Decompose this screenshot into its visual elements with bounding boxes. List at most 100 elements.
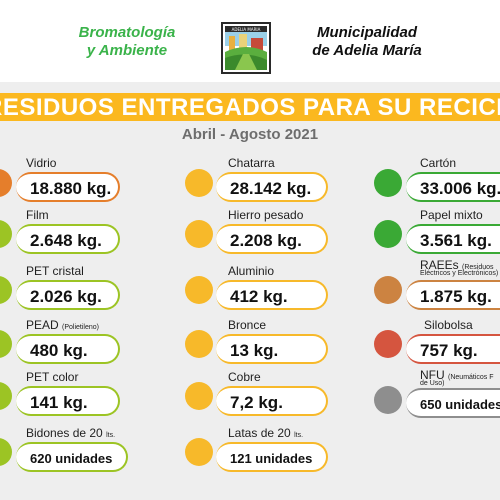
item-label-note: lts. xyxy=(106,432,116,439)
item-label: PET color xyxy=(26,370,79,384)
value-pill: 412 kg. xyxy=(216,280,328,310)
item-value: 2.208 kg. xyxy=(230,231,302,250)
yellow-bullet-icon xyxy=(185,382,213,410)
list-item: Chatarra 28.142 kg. xyxy=(180,148,340,208)
department-name: Bromatología y Ambiente xyxy=(52,24,202,60)
item-label-text: Latas de 20 xyxy=(228,426,291,440)
department-line-2: y Ambiente xyxy=(86,42,168,59)
value-pill: 2.208 kg. xyxy=(216,224,328,254)
red-bullet-icon xyxy=(374,330,402,358)
green-bullet-icon xyxy=(374,169,402,197)
item-label: Film xyxy=(26,208,49,222)
lime-bullet-icon xyxy=(0,382,12,410)
value-pill: 480 kg. xyxy=(16,334,120,364)
item-label: Silobolsa xyxy=(424,318,473,332)
item-value: 2.026 kg. xyxy=(30,287,102,306)
green-bullet-icon xyxy=(374,220,402,248)
item-label-text: Bidones de 20 xyxy=(26,426,103,440)
brown-bullet-icon xyxy=(374,276,402,304)
value-pill: 141 kg. xyxy=(16,386,120,416)
value-pill: 28.142 kg. xyxy=(216,172,328,202)
item-label-note: lts. xyxy=(294,432,304,439)
title-banner: RESIDUOS ENTREGADOS PARA SU RECICLAJE xyxy=(0,93,500,121)
list-item: Aluminio 412 kg. xyxy=(180,256,340,316)
list-item: Film 2.648 kg. xyxy=(0,200,160,260)
item-value: 1.875 kg. xyxy=(420,287,492,306)
value-pill: 18.880 kg. xyxy=(16,172,120,202)
lime-bullet-icon xyxy=(0,330,12,358)
list-item: NFU (Neumáticos F de Uso) 650 unidades xyxy=(370,362,500,426)
item-label: Aluminio xyxy=(228,264,275,278)
item-label: Bidones de 20 lts. xyxy=(26,426,115,440)
item-value: 28.142 kg. xyxy=(230,179,312,198)
item-label: Papel mixto xyxy=(420,208,483,222)
item-label-text: RAEEs xyxy=(420,258,459,272)
item-label: Bronce xyxy=(228,318,267,332)
yellow-bullet-icon xyxy=(185,438,213,466)
item-value: 13 kg. xyxy=(230,341,279,360)
yellow-bullet-icon xyxy=(185,169,213,197)
list-item: Cobre 7,2 kg. xyxy=(180,362,340,422)
list-item: PET cristal 2.026 kg. xyxy=(0,256,160,316)
item-value: 2.648 kg. xyxy=(30,231,102,250)
list-item: Cartón 33.006 kg. xyxy=(370,148,500,208)
item-label-text: NFU xyxy=(420,368,445,382)
item-value: 480 kg. xyxy=(30,341,88,360)
value-pill: 121 unidades xyxy=(216,442,328,472)
value-pill: 7,2 kg. xyxy=(216,386,328,416)
list-item: PET color 141 kg. xyxy=(0,362,160,422)
value-pill: 757 kg. xyxy=(406,334,500,364)
list-item: Latas de 20 lts. 121 unidades xyxy=(180,418,340,478)
item-label-note: (Neumáticos F xyxy=(448,374,494,381)
header: Bromatología y Ambiente ADELIA MARIA Mun… xyxy=(0,0,500,82)
item-label: Hierro pesado xyxy=(228,208,304,222)
list-item: Papel mixto 3.561 kg. xyxy=(370,200,500,260)
item-label: PEAD (Polietileno) xyxy=(26,318,99,332)
item-label-note-2: de Uso) xyxy=(420,380,445,387)
item-value: 141 kg. xyxy=(30,393,88,412)
value-pill: 1.875 kg. xyxy=(406,280,500,310)
yellow-bullet-icon xyxy=(185,220,213,248)
item-value: 3.561 kg. xyxy=(420,231,492,250)
item-label: RAEEs (Residuos xyxy=(420,258,494,272)
value-pill: 620 unidades xyxy=(16,442,128,472)
item-value: 33.006 kg. xyxy=(420,179,500,198)
value-pill: 2.648 kg. xyxy=(16,224,120,254)
item-label-note-2: Eléctricos y Electrónicos) xyxy=(420,270,499,277)
list-item: Bidones de 20 lts. 620 unidades xyxy=(0,418,160,478)
municipality-line-2: de Adelia María xyxy=(312,42,422,59)
item-label: Cobre xyxy=(228,370,261,384)
list-item: RAEEs (Residuos Eléctricos y Electrónico… xyxy=(370,252,500,316)
value-pill: 650 unidades xyxy=(406,388,500,418)
value-pill: 33.006 kg. xyxy=(406,172,500,202)
item-label-note: (Residuos xyxy=(462,264,494,271)
yellow-bullet-icon xyxy=(185,330,213,358)
period-subtitle: Abril - Agosto 2021 xyxy=(181,126,319,143)
list-item: Vidrio 18.880 kg. xyxy=(0,148,160,208)
item-value: 7,2 kg. xyxy=(230,393,283,412)
value-pill: 3.561 kg. xyxy=(406,224,500,254)
lime-bullet-icon xyxy=(0,276,12,304)
list-item: Bronce 13 kg. xyxy=(180,310,340,370)
item-value: 620 unidades xyxy=(30,451,113,466)
item-label: Cartón xyxy=(420,156,457,170)
lime-bullet-icon xyxy=(0,220,12,248)
item-value: 650 unidades xyxy=(420,397,500,412)
item-value: 412 kg. xyxy=(230,287,288,306)
banner-title: RESIDUOS ENTREGADOS PARA SU RECICLAJE xyxy=(0,94,500,121)
lime-bullet-icon xyxy=(0,438,12,466)
item-label-text: PEAD xyxy=(26,318,59,332)
list-item: Silobolsa 757 kg. xyxy=(370,310,500,370)
department-line-1: Bromatología xyxy=(78,24,176,41)
item-label: PET cristal xyxy=(26,264,84,278)
item-label: Chatarra xyxy=(228,156,275,170)
value-pill: 2.026 kg. xyxy=(16,280,120,310)
municipality-logo: ADELIA MARIA xyxy=(221,22,271,74)
item-value: 121 unidades xyxy=(230,451,313,466)
list-item: Hierro pesado 2.208 kg. xyxy=(180,200,340,260)
yellow-bullet-icon xyxy=(185,276,213,304)
item-label-note: (Polietileno) xyxy=(62,324,99,331)
municipality-line-1: Municipalidad xyxy=(316,24,417,41)
item-label: Latas de 20 lts. xyxy=(228,426,303,440)
orange-bullet-icon xyxy=(0,169,12,197)
